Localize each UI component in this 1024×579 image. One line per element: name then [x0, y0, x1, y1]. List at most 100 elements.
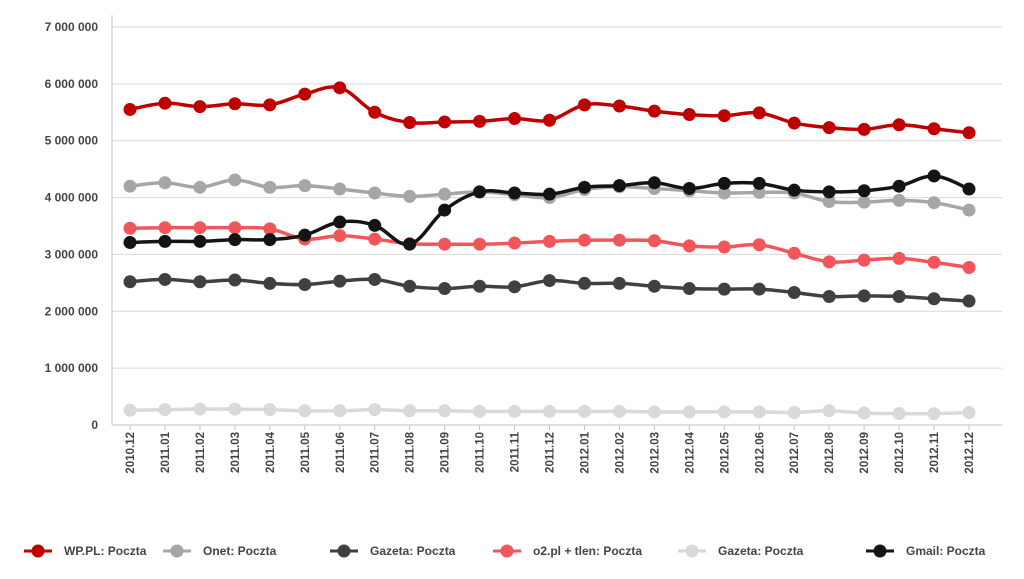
- data-point: [717, 109, 731, 123]
- data-point: [962, 261, 976, 275]
- data-point: [368, 218, 382, 232]
- data-point: [857, 184, 871, 198]
- x-tick-label: 2012.08: [824, 431, 836, 473]
- series-3: [123, 221, 976, 275]
- legend-item: Gmail: Poczta: [866, 544, 986, 558]
- legend-item: Onet: Poczta: [163, 544, 277, 558]
- data-point: [962, 405, 976, 419]
- data-point: [158, 96, 172, 110]
- x-tick-label: 2011.11: [510, 431, 522, 472]
- data-point: [508, 404, 522, 418]
- data-point: [438, 115, 452, 129]
- x-tick-label: 2012.06: [754, 432, 766, 474]
- data-point: [717, 176, 731, 190]
- data-point: [193, 180, 207, 194]
- data-point: [298, 179, 312, 193]
- x-tick-label: 2011.03: [230, 432, 242, 473]
- data-point: [857, 289, 871, 303]
- x-tick-label: 2011.12: [545, 432, 557, 473]
- x-tick-label: 2011.09: [440, 432, 452, 473]
- legend-label: o2.pl + tlen: Poczta: [533, 544, 642, 558]
- data-point: [333, 229, 347, 243]
- data-point: [368, 186, 382, 200]
- data-point: [752, 405, 766, 419]
- data-point: [612, 179, 626, 193]
- data-point: [438, 404, 452, 418]
- data-point: [473, 404, 487, 418]
- y-tick-label: 4 000 000: [45, 191, 99, 205]
- grid: [112, 26, 1002, 369]
- data-point: [508, 112, 522, 126]
- data-point: [263, 403, 277, 417]
- data-point: [682, 405, 696, 419]
- data-point: [892, 290, 906, 304]
- data-point: [647, 234, 661, 248]
- data-point: [892, 407, 906, 421]
- x-tick-label: 2012.09: [859, 432, 871, 474]
- data-point: [752, 238, 766, 252]
- legend-item: WP.PL: Poczta: [24, 544, 147, 558]
- data-point: [927, 407, 941, 421]
- data-point: [403, 189, 417, 203]
- data-point: [298, 228, 312, 242]
- data-point: [263, 222, 277, 236]
- data-point: [647, 176, 661, 190]
- data-point: [717, 186, 731, 200]
- data-point: [577, 98, 591, 112]
- data-point: [193, 402, 207, 416]
- data-point: [438, 203, 452, 217]
- legend-label: Gmail: Poczta: [906, 544, 986, 558]
- data-point: [962, 182, 976, 196]
- data-point: [473, 114, 487, 128]
- data-point: [927, 292, 941, 306]
- data-point: [682, 239, 696, 253]
- data-point: [228, 221, 242, 235]
- data-point: [368, 105, 382, 119]
- data-point: [228, 97, 242, 111]
- data-point: [298, 87, 312, 101]
- data-point: [333, 215, 347, 229]
- series-0: [123, 81, 976, 140]
- data-point: [612, 99, 626, 113]
- data-point: [263, 98, 277, 112]
- x-tick-label: 2010.12: [125, 432, 137, 474]
- data-point: [543, 404, 556, 418]
- data-point: [368, 232, 382, 246]
- data-point: [857, 253, 871, 267]
- x-tick-label: 2012.02: [614, 432, 626, 474]
- data-point: [123, 179, 137, 193]
- x-tick-label: 2011.04: [265, 431, 277, 473]
- data-point: [787, 183, 801, 197]
- data-point: [158, 272, 172, 286]
- x-tick-label: 2012.03: [649, 432, 661, 474]
- legend-swatch-marker: [337, 544, 351, 558]
- data-point: [752, 106, 766, 120]
- data-point: [787, 405, 801, 419]
- series-line: [128, 174, 971, 247]
- legend-swatch-marker: [685, 544, 699, 558]
- data-point: [228, 233, 242, 247]
- data-point: [682, 282, 696, 296]
- y-tick-label: 7 000 000: [45, 20, 99, 34]
- series-4: [123, 402, 976, 421]
- data-point: [298, 278, 312, 292]
- data-point: [717, 282, 731, 296]
- x-tick-label: 2012.01: [579, 431, 591, 473]
- legend-label: WP.PL: Poczta: [64, 544, 147, 558]
- legend-swatch-marker: [170, 544, 184, 558]
- data-point: [927, 122, 941, 136]
- data-point: [158, 221, 172, 235]
- data-point: [857, 122, 871, 136]
- x-tick-label: 2012.10: [894, 432, 906, 474]
- data-point: [543, 274, 556, 288]
- legend: WP.PL: Poczta Onet: Poczta Gazeta: Poczta o…: [24, 544, 986, 558]
- data-point: [752, 176, 766, 190]
- data-point: [193, 221, 207, 235]
- data-point: [228, 402, 242, 416]
- x-tick-label: 2011.02: [195, 432, 207, 473]
- data-point: [123, 102, 137, 116]
- data-point: [508, 186, 522, 200]
- data-point: [752, 282, 766, 296]
- data-point: [508, 236, 522, 250]
